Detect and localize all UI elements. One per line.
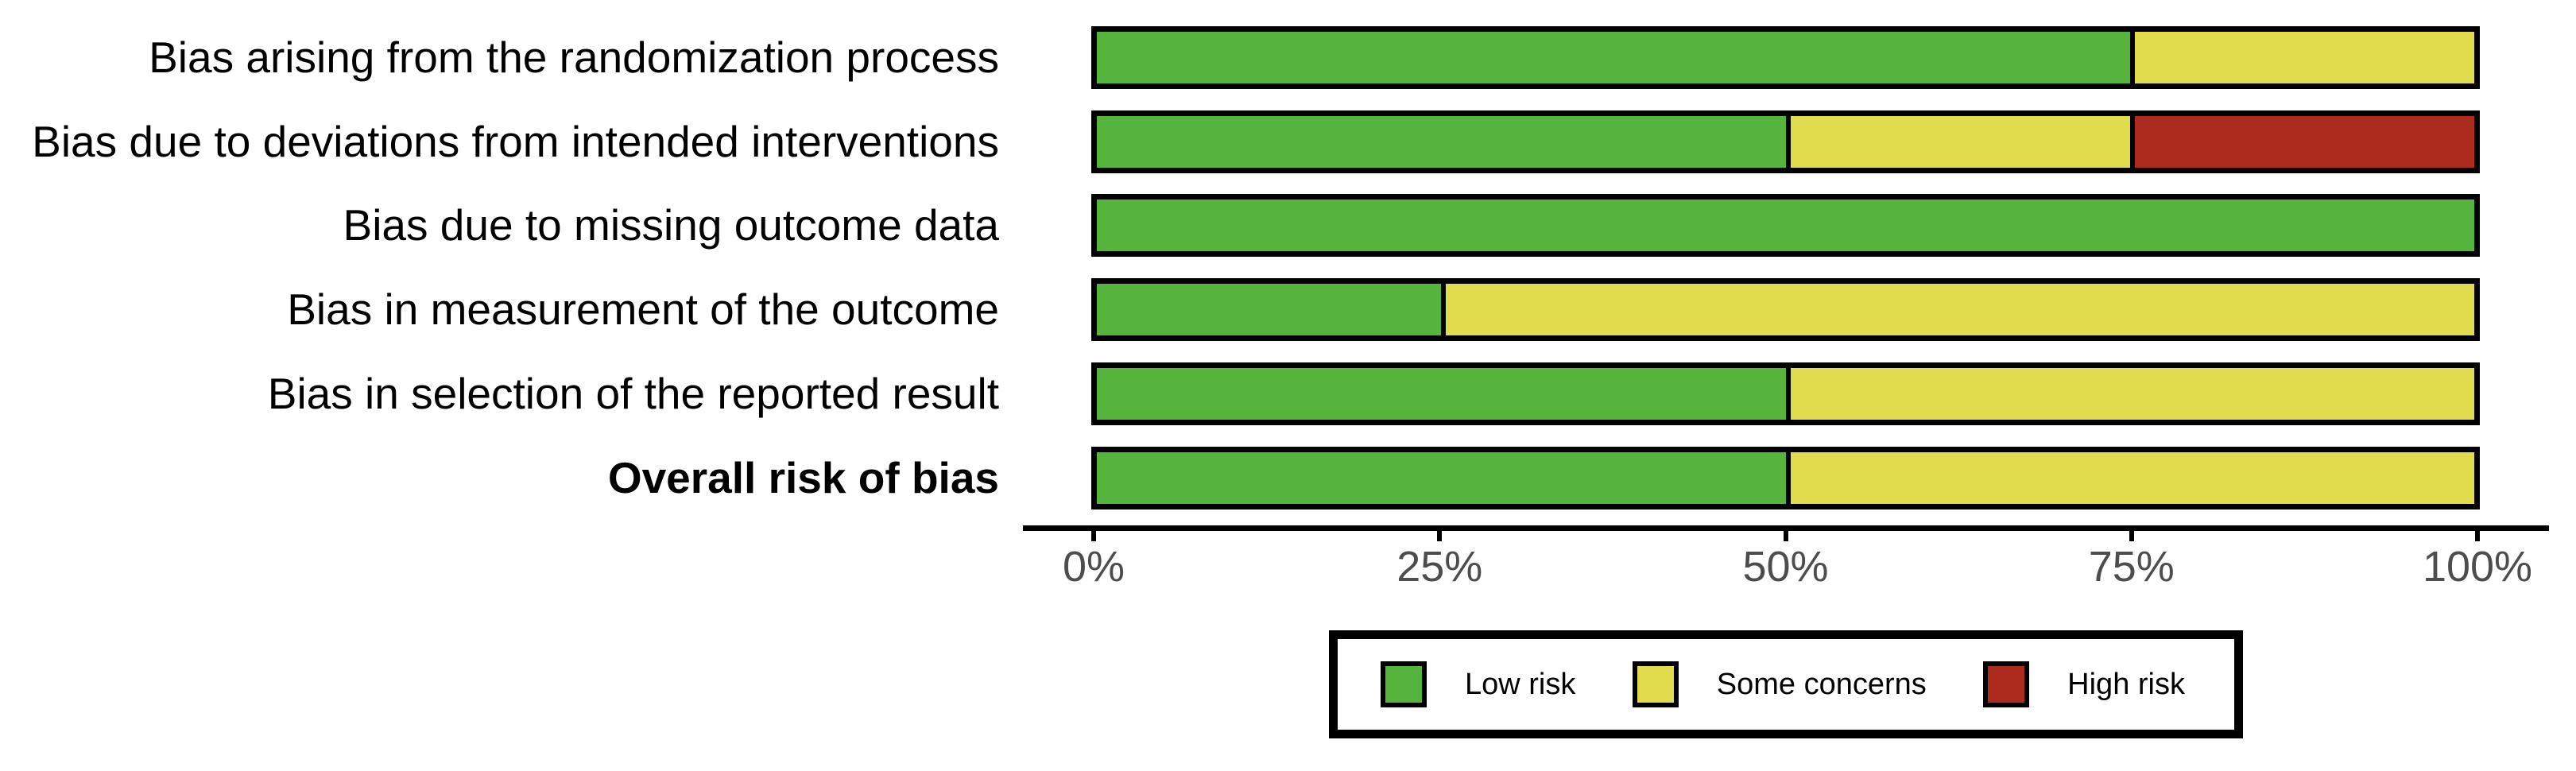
- category-label: Bias in selection of the reported result: [267, 369, 999, 418]
- axis-tick-label: 0%: [1062, 543, 1125, 591]
- axis-tick-mark: [1783, 528, 1788, 541]
- bar-segment-low-risk: [1097, 32, 2130, 83]
- legend-item-label: High risk: [2067, 668, 2185, 701]
- axis-tick-mark: [1437, 528, 1443, 541]
- axis-tick-mark: [2475, 528, 2480, 541]
- axis-tick-mark: [1091, 528, 1096, 541]
- bar-segment-low-risk: [1097, 200, 2474, 251]
- bar-segment-some-concerns: [2129, 32, 2474, 83]
- bar-row: Overall risk of bias: [0, 447, 2576, 509]
- category-label: Overall risk of bias: [607, 453, 999, 502]
- axis-tick-label: 75%: [2088, 543, 2175, 591]
- stacked-bar: [1091, 110, 2480, 173]
- axis-tick-label: 50%: [1742, 543, 1829, 591]
- legend-item: Some concerns: [1632, 661, 1927, 707]
- bar-segment-low-risk: [1097, 452, 1786, 504]
- stacked-bar: [1091, 194, 2480, 257]
- legend-item: Low risk: [1381, 661, 1575, 707]
- bar-segment-some-concerns: [1785, 452, 2474, 504]
- axis-tick-mark: [2129, 528, 2134, 541]
- category-label: Bias arising from the randomization proc…: [149, 33, 999, 82]
- legend-color-swatch-icon: [1983, 661, 2030, 707]
- stacked-bar: [1091, 362, 2480, 425]
- legend: Low risk Some concerns High risk: [1329, 630, 2243, 738]
- bar-segment-some-concerns: [1441, 284, 2474, 335]
- stacked-bar: [1091, 26, 2480, 89]
- bar-segment-low-risk: [1097, 116, 1786, 168]
- bar-row: Bias due to missing outcome data: [0, 194, 2576, 257]
- bar-row: Bias arising from the randomization proc…: [0, 26, 2576, 89]
- stacked-bar: [1091, 447, 2480, 509]
- bar-segment-high-risk: [2129, 116, 2474, 168]
- axis-tick-label: 100%: [2422, 543, 2533, 591]
- category-label: Bias due to missing outcome data: [343, 200, 999, 250]
- bar-segment-low-risk: [1097, 284, 1442, 335]
- category-label: Bias due to deviations from intended int…: [32, 117, 999, 166]
- legend-color-swatch-icon: [1381, 661, 1427, 707]
- bar-segment-some-concerns: [1785, 116, 2130, 168]
- bar-row: Bias in selection of the reported result: [0, 362, 2576, 425]
- legend-item-label: Some concerns: [1716, 668, 1927, 701]
- category-label: Bias in measurement of the outcome: [287, 285, 999, 334]
- axis-tick-label: 25%: [1396, 543, 1483, 591]
- legend-item-label: Low risk: [1465, 668, 1576, 701]
- legend-color-swatch-icon: [1632, 661, 1679, 707]
- legend-item: High risk: [1983, 661, 2185, 707]
- stacked-bar: [1091, 278, 2480, 341]
- bar-row: Bias in measurement of the outcome: [0, 278, 2576, 341]
- bar-segment-low-risk: [1097, 368, 1786, 420]
- bar-row: Bias due to deviations from intended int…: [0, 110, 2576, 173]
- bar-segment-some-concerns: [1785, 368, 2474, 420]
